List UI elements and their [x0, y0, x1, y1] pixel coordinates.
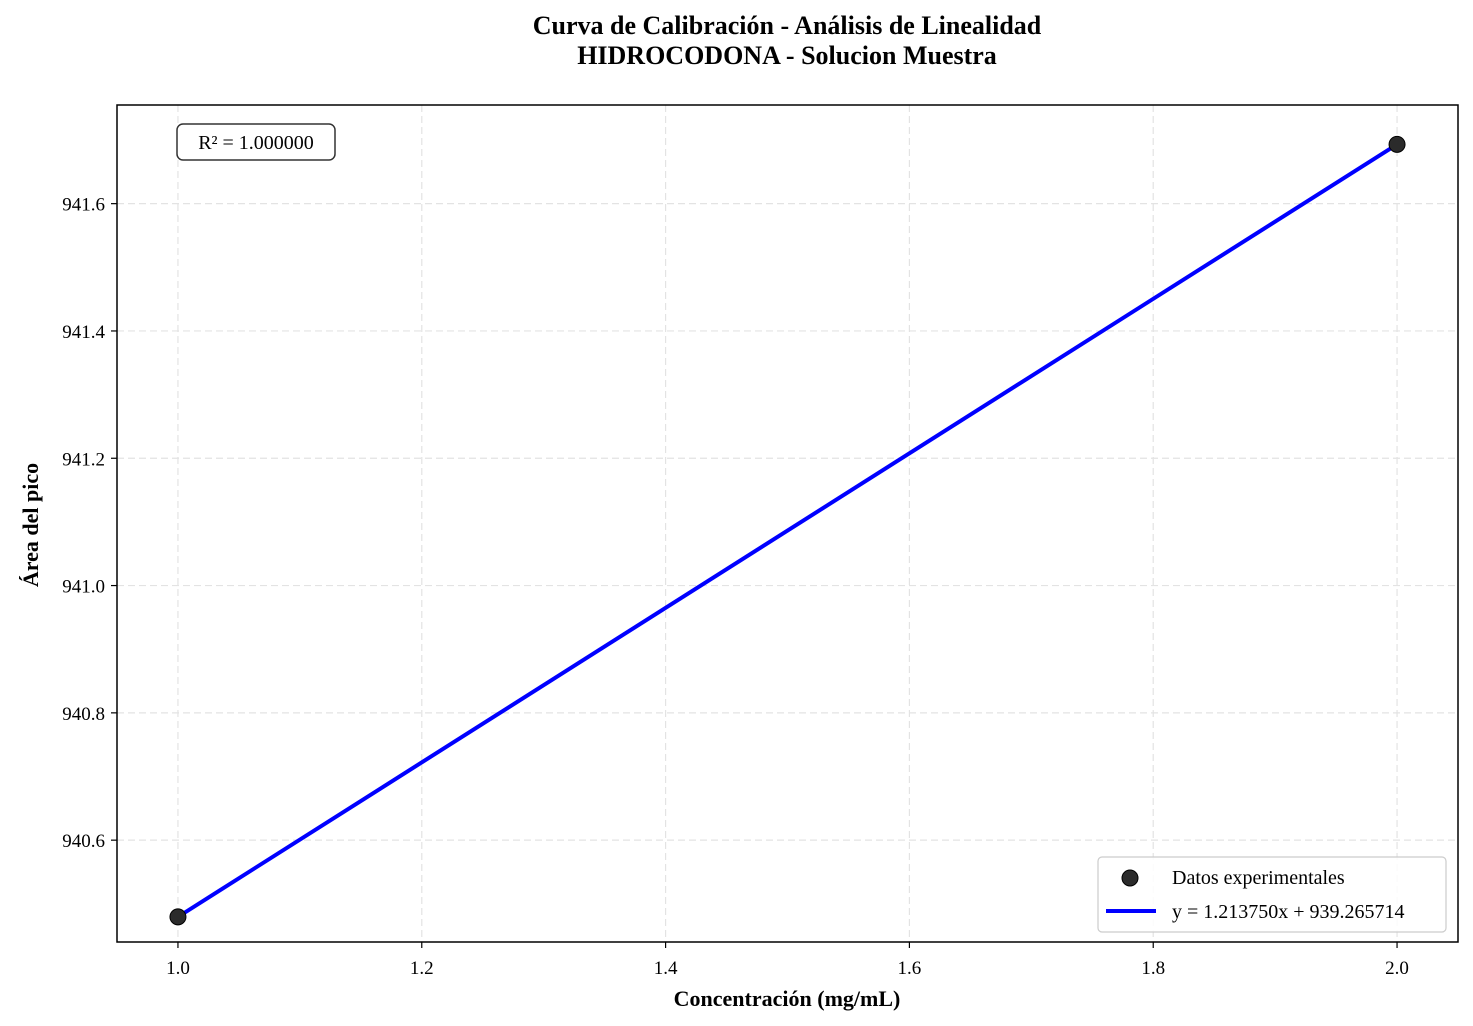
legend-box: [1097, 856, 1447, 933]
r-squared-annotation: R² = 1.000000: [176, 123, 336, 161]
x-tick-label: 1.2: [410, 958, 434, 979]
x-axis-ticks: 1.0 1.2 1.4 1.6 1.8 2.0: [166, 942, 1409, 979]
y-tick-label: 941.6: [62, 195, 105, 216]
chart-title: Curva de Calibración - Análisis de Linea…: [533, 11, 1042, 40]
x-tick-label: 1.4: [654, 958, 678, 979]
y-axis-ticks: 940.6 940.8 941.0 941.2 941.4 941.6: [62, 195, 117, 852]
x-tick-label: 2.0: [1385, 958, 1409, 979]
legend: Datos experimentales y = 1.213750x + 939…: [1097, 856, 1447, 933]
legend-label-line: y = 1.213750x + 939.265714: [1172, 901, 1405, 923]
x-tick-label: 1.0: [166, 958, 190, 979]
y-tick-label: 941.0: [62, 577, 105, 598]
plot-series: [169, 135, 1406, 926]
grid-lines: [117, 105, 1458, 942]
y-tick-label: 941.2: [62, 449, 105, 470]
x-axis-label: Concentración (mg/mL): [674, 986, 901, 1011]
y-tick-label: 940.8: [62, 704, 105, 725]
y-tick-label: 941.4: [62, 322, 105, 343]
x-tick-label: 1.8: [1141, 958, 1165, 979]
regression-line: [175, 141, 1400, 920]
legend-marker-scatter: [1121, 869, 1139, 887]
y-tick-label: 940.6: [62, 831, 105, 852]
chart-subtitle: HIDROCODONA - Solucion Muestra: [577, 41, 997, 70]
annotation-box: [176, 123, 336, 161]
legend-label-scatter: Datos experimentales: [1172, 867, 1345, 889]
y-axis-label: Área del pico: [18, 463, 43, 587]
plot-frame: [116, 104, 1459, 943]
data-point: [169, 908, 187, 926]
x-tick-label: 1.6: [898, 958, 922, 979]
data-point: [1388, 135, 1406, 153]
r-squared-text: R² = 1.000000: [198, 132, 314, 154]
